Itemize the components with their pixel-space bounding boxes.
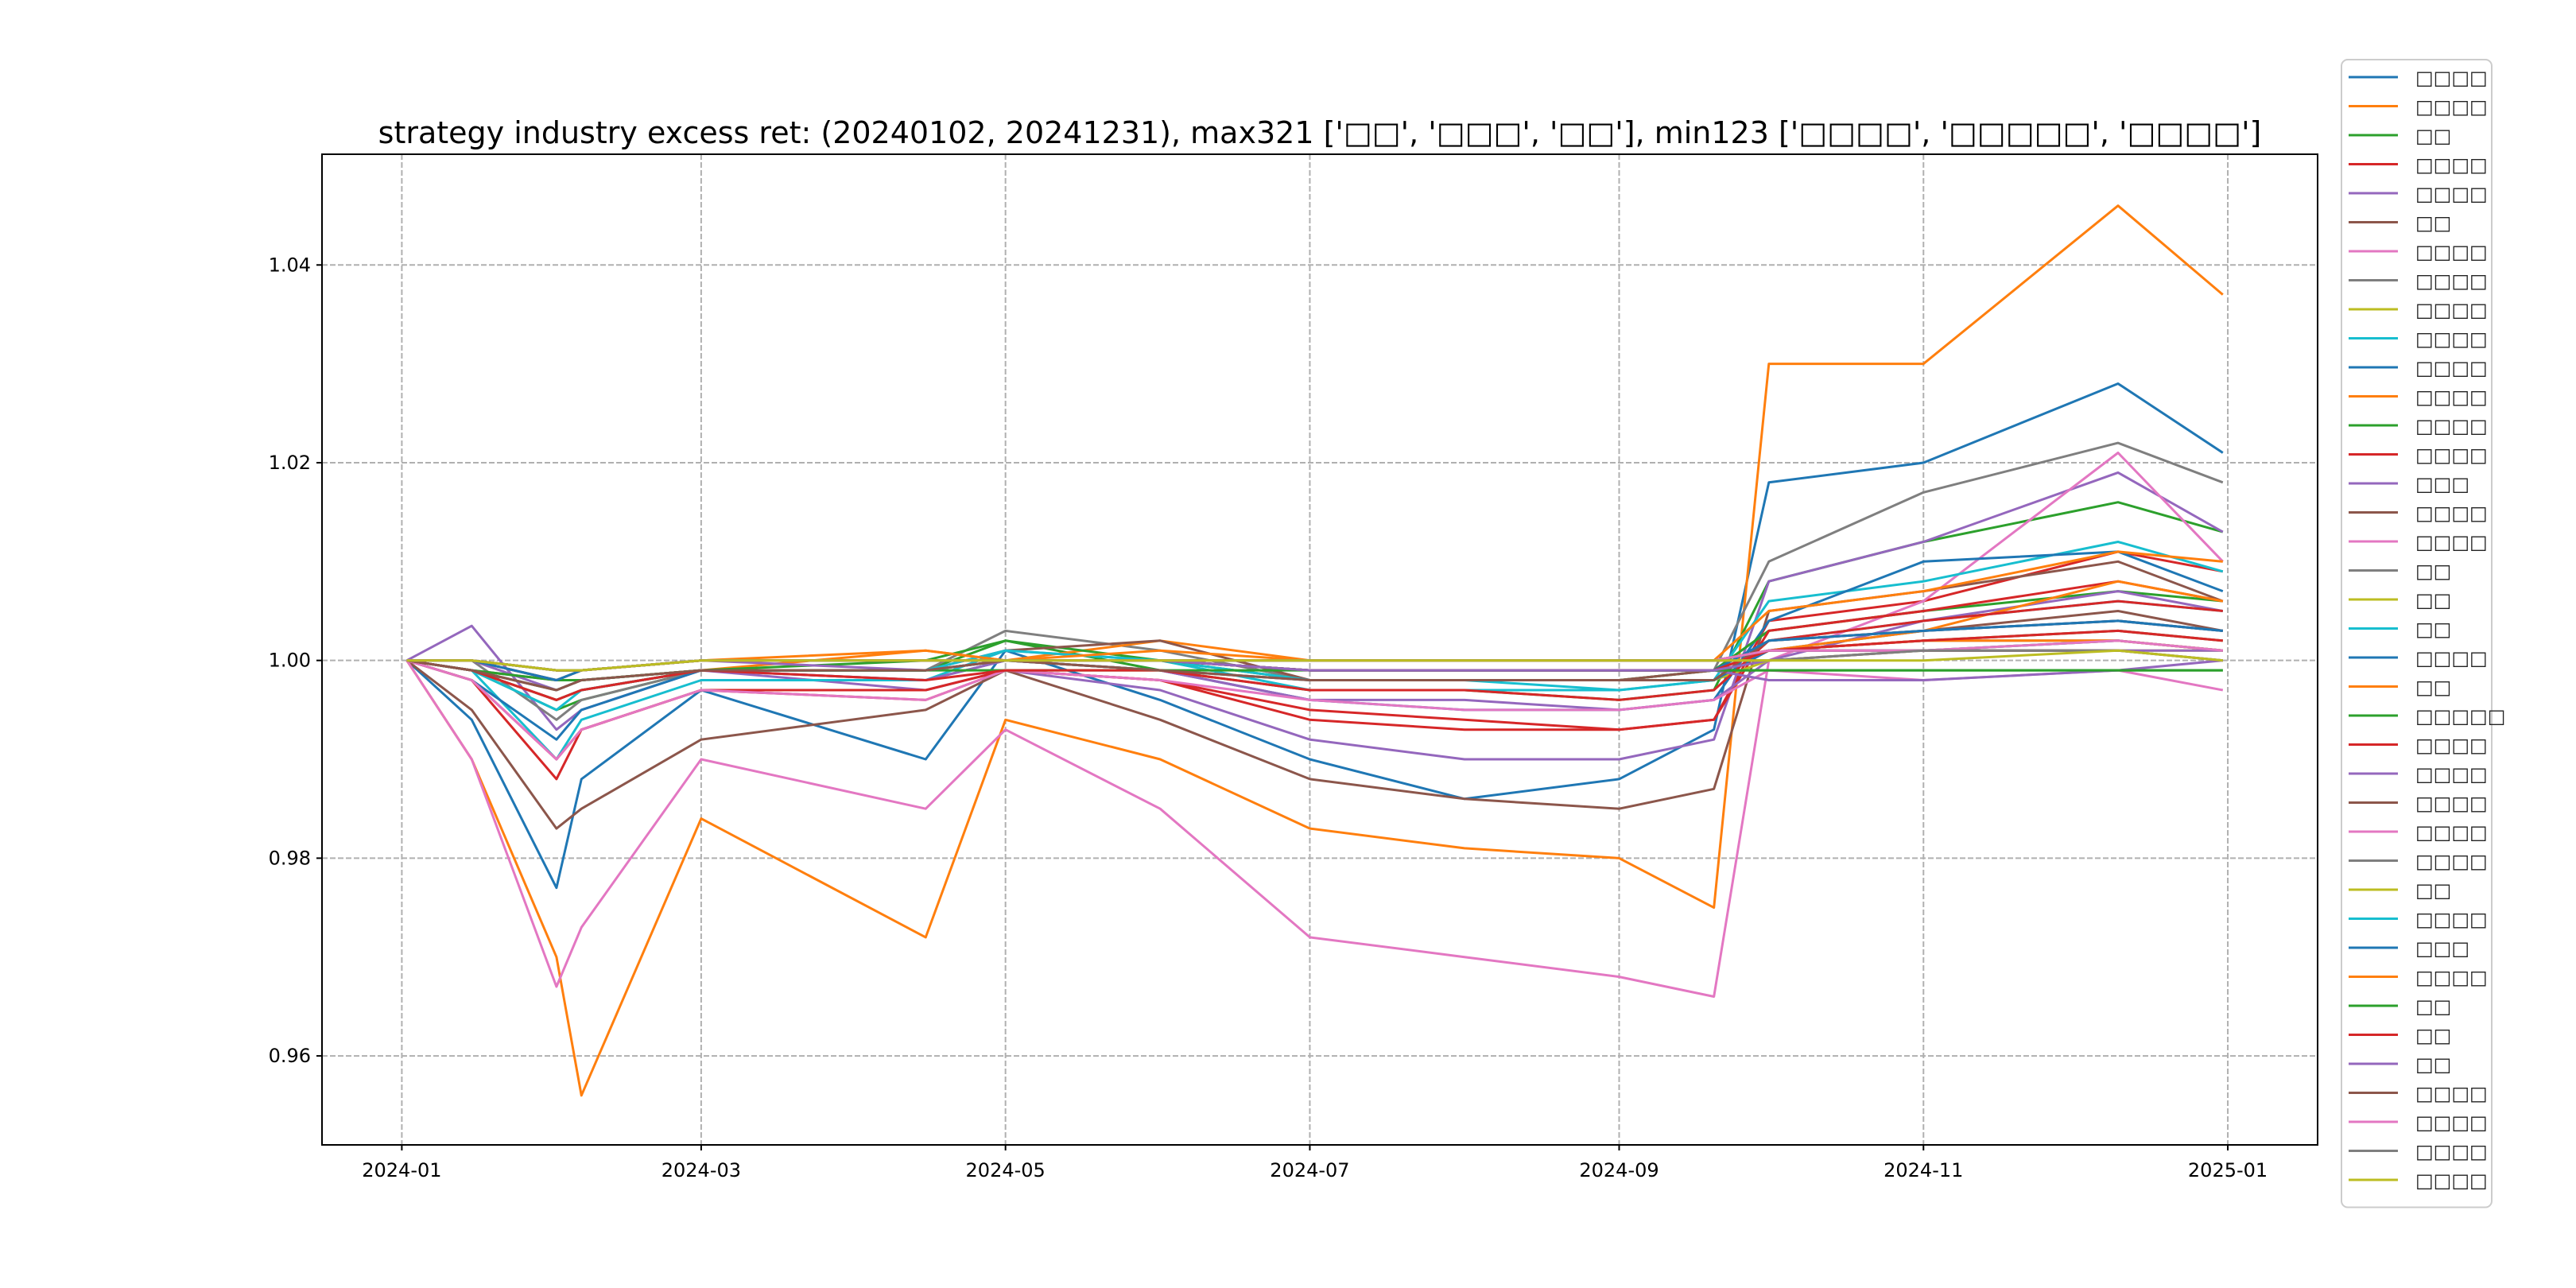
legend-label: □□□□: [2415, 793, 2488, 815]
axes-frame: [321, 153, 2318, 1146]
legend-label: □□□□: [2415, 1141, 2488, 1163]
series-line: [406, 639, 2223, 672]
legend-label: □□□: [2415, 937, 2469, 960]
legend-label: □□□□: [2415, 328, 2488, 351]
series-line: [406, 659, 2224, 761]
legend-label: □□: [2415, 589, 2451, 611]
legend-label: □□□□: [2415, 1083, 2488, 1105]
x-tick-label: 2024-03: [661, 1159, 741, 1181]
legend-label: □□□□: [2415, 270, 2488, 293]
chart-title: strategy industry excess ret: (20240102,…: [378, 115, 2262, 150]
legend-label: □□□□: [2415, 386, 2488, 409]
legend-label: □□□□: [2415, 96, 2488, 118]
legend: □□□□□□□□□□□□□□□□□□□□□□□□□□□□□□□□□□□□□□□□…: [2341, 59, 2505, 1208]
series-lines: [405, 204, 2224, 1097]
legend-label: □□: [2415, 619, 2451, 641]
y-tick-label: 1.02: [269, 452, 311, 474]
y-tick-label: 0.96: [269, 1045, 311, 1067]
legend-box: [2341, 59, 2493, 1208]
series-line: [406, 639, 2223, 672]
series-line: [406, 649, 2223, 672]
y-tick-label: 1.00: [269, 650, 311, 672]
legend-label: □□: [2415, 677, 2451, 699]
x-axis: 2024-01 2024-03 2024-05 2024-07 2024-09 2024-…: [362, 1145, 2268, 1181]
series-line: [406, 639, 2223, 672]
legend-label: □□□□: [2415, 647, 2488, 669]
series-line: [406, 550, 2224, 781]
x-tick-label: 2025-01: [2188, 1159, 2268, 1181]
legend-label: □□□□: [2415, 154, 2488, 177]
series-line: [405, 452, 2224, 998]
legend-label: □□□□: [2415, 967, 2488, 989]
y-tick-label: 1.04: [269, 254, 311, 276]
x-tick-label: 2024-09: [1579, 1159, 1658, 1181]
legend-label: □□□□: [2415, 183, 2488, 205]
legend-label: □□□□: [2415, 821, 2488, 844]
x-tick-label: 2024-01: [362, 1159, 441, 1181]
legend-label: □□□□: [2415, 763, 2488, 786]
legend-label: □□: [2415, 1053, 2451, 1076]
legend-label: □□□: [2415, 473, 2469, 495]
legend-label: □□: [2415, 879, 2451, 902]
legend-label: □□□□: [2415, 1111, 2488, 1134]
series-line: [405, 382, 2224, 890]
legend-label: □□: [2415, 212, 2451, 235]
series-line: [406, 580, 2224, 681]
series-line: [406, 639, 2223, 672]
series-line: [405, 204, 2224, 1097]
legend-label: □□□□: [2415, 67, 2488, 89]
legend-label: □□□□: [2415, 735, 2488, 757]
legend-label: □□□□: [2415, 357, 2488, 379]
legend-label: □□□□: [2415, 1170, 2488, 1192]
legend-label: □□□□: [2415, 415, 2488, 437]
legend-label: □□□□: [2415, 241, 2488, 263]
legend-label: □□□□: [2415, 909, 2488, 931]
legend-label: □□□□□: [2415, 705, 2505, 727]
legend-label: □□: [2415, 1025, 2451, 1047]
legend-label: □□□□: [2415, 444, 2488, 467]
x-tick-label: 2024-05: [966, 1159, 1046, 1181]
legend-label: □□□□: [2415, 531, 2488, 553]
legend-label: □□: [2415, 995, 2451, 1018]
y-tick-label: 0.98: [269, 847, 311, 869]
legend-label: □□: [2415, 125, 2451, 147]
legend-label: □□□□: [2415, 851, 2488, 873]
legend-label: □□: [2415, 561, 2451, 583]
y-axis: 0.96 0.98 1.00 1.02 1.04: [269, 254, 322, 1067]
series-line: [405, 471, 2224, 761]
legend-label: □□□□: [2415, 299, 2488, 321]
x-tick-label: 2024-11: [1884, 1159, 1963, 1181]
legend-label: □□□□: [2415, 502, 2488, 525]
x-tick-label: 2024-07: [1270, 1159, 1349, 1181]
series-line: [406, 599, 2223, 701]
